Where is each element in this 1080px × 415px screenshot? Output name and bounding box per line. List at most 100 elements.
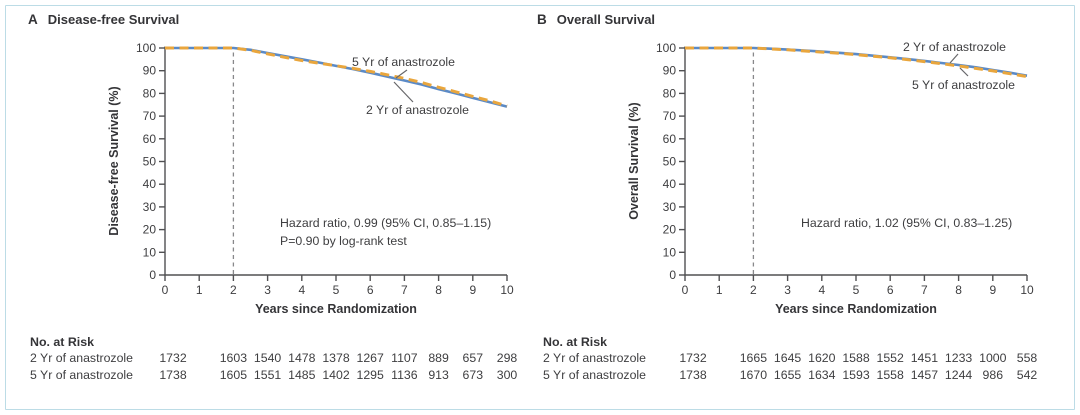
x-tick-label: 7 (921, 283, 928, 297)
x-tick-label: 1 (716, 283, 723, 297)
at-risk-value: 1732 (159, 351, 187, 365)
at-risk-value: 1267 (356, 351, 384, 365)
at-risk-value: 1732 (679, 351, 707, 365)
x-axis-title: Years since Randomization (775, 302, 937, 316)
pvalue-text: P=0.90 by log-rank test (280, 233, 407, 248)
overall-survival-chart: 0 10 20 30 40 50 60 70 80 90 100 0 1 2 3 4 5 6 7 8 9 10 Overal… (627, 40, 1034, 316)
x-tick-label: 6 (367, 283, 374, 297)
at-risk-row-label: 2 Yr of anastrozole (30, 351, 133, 365)
at-risk-row: 2 Yr of anastrozole 1732 1603 1540 1478 1378 1… (0, 351, 540, 366)
y-tick-label: 10 (143, 245, 157, 259)
at-risk-row-label: 5 Yr of anastrozole (543, 367, 646, 382)
stats-annotation: Hazard ratio, 0.99 (95% CI, 0.85–1.15) P… (280, 215, 491, 250)
y-tick-label: 0 (149, 268, 156, 282)
at-risk-value: 542 (1016, 367, 1038, 382)
y-tick-label: 50 (143, 155, 157, 169)
y-tick-label: 10 (663, 245, 677, 259)
at-risk-value: 673 (462, 367, 484, 382)
x-tick-label: 3 (784, 283, 791, 297)
at-risk-value: 1620 (808, 351, 836, 365)
y-tick-label: 100 (136, 41, 156, 55)
panel-overall-survival: B Overall Survival 0 10 20 30 40 50 60 70 80 90 100… (520, 0, 1080, 415)
panel-b-letter: B (537, 12, 547, 27)
curve-label-pointer-line (949, 53, 959, 64)
x-axis-title: Years since Randomization (255, 302, 417, 316)
at-risk-value: 1551 (253, 367, 282, 382)
x-tick-label: 3 (264, 283, 271, 297)
y-tick-label: 80 (663, 86, 677, 100)
at-risk-value: 1605 (219, 367, 248, 382)
x-tick-label: 1 (196, 283, 203, 297)
y-tick-label: 30 (663, 200, 677, 214)
panel-a-title-text: Disease-free Survival (47, 12, 180, 27)
x-tick-label: 9 (989, 283, 996, 297)
y-tick-label: 60 (143, 132, 157, 146)
y-tick-label: 40 (663, 177, 677, 191)
panel-a-letter: A (28, 12, 38, 27)
at-risk-value: 1457 (910, 367, 939, 382)
panel-a-title: A Disease-free Survival (28, 12, 179, 27)
at-risk-value: 300 (496, 367, 518, 382)
x-tick-label: 4 (298, 283, 305, 297)
at-risk-table: No. at Risk 2 Yr of anastrozole 1732 1603 1… (0, 335, 540, 383)
curve-label-pointer-line (393, 81, 414, 103)
x-tick-label: 2 (750, 283, 757, 297)
x-tick-label: 0 (162, 283, 169, 297)
at-risk-value: 1634 (808, 367, 836, 382)
at-risk-value: 298 (496, 351, 518, 365)
at-risk-value: 558 (1016, 351, 1038, 365)
at-risk-value: 1244 (944, 367, 973, 382)
y-tick-label: 70 (143, 109, 157, 123)
at-risk-value: 1645 (773, 351, 802, 365)
at-risk-value: 1655 (773, 367, 802, 382)
at-risk-value: 1233 (944, 351, 973, 365)
y-tick-label: 30 (143, 200, 157, 214)
x-tick-label: 8 (955, 283, 962, 297)
curve-label-pointer-line (959, 67, 969, 77)
at-risk-value: 1378 (322, 351, 350, 365)
at-risk-row-label: 5 Yr of anastrozole (30, 367, 133, 382)
x-tick-label: 7 (401, 283, 408, 297)
at-risk-value: 1593 (842, 367, 870, 382)
curve-label: 2 Yr of anastrozole (366, 103, 469, 117)
at-risk-value: 657 (462, 351, 484, 365)
hazard-ratio-text: Hazard ratio, 1.02 (95% CI, 0.83–1.25) (801, 216, 1013, 230)
at-risk-value: 1738 (159, 367, 187, 382)
y-tick-label: 60 (663, 132, 677, 146)
x-tick-label: 5 (333, 283, 340, 297)
y-tick-label: 70 (663, 109, 677, 123)
at-risk-value: 913 (428, 367, 449, 382)
at-risk-value: 1451 (910, 351, 939, 365)
at-risk-value: 986 (982, 367, 1004, 382)
y-axis-title: Overall Survival (%) (627, 102, 641, 219)
y-tick-label: 0 (669, 268, 676, 282)
curve-label: 2 Yr of anastrozole (903, 40, 1006, 54)
at-risk-value: 1738 (679, 367, 707, 382)
at-risk-row: 5 Yr of anastrozole 1738 1605 1551 1485 1402 1… (0, 368, 540, 383)
at-risk-header: No. at Risk (30, 335, 95, 349)
x-tick-label: 5 (853, 283, 860, 297)
x-tick-label: 6 (887, 283, 894, 297)
at-risk-row: 2 Yr of anastrozole 1732 1665 1645 1620 1588 1… (520, 351, 1080, 366)
survival-curve-5yr (685, 46, 1028, 79)
disease-free-survival-chart: 0 10 20 30 40 50 60 70 80 90 100 0 1 2 3 4 5 6 7 8 9 10 Diseas… (107, 41, 514, 316)
y-tick-label: 20 (663, 223, 677, 237)
y-tick-label: 40 (143, 177, 157, 191)
x-tick-label: 9 (469, 283, 476, 297)
at-risk-value: 1402 (322, 367, 350, 382)
at-risk-table: No. at Risk 2 Yr of anastrozole 1732 1665 1… (520, 0, 1080, 415)
y-tick-label: 20 (143, 223, 157, 237)
curve-label: 5 Yr of anastrozole (912, 78, 1015, 92)
at-risk-value: 1478 (288, 351, 316, 365)
at-risk-value: 1552 (876, 351, 904, 365)
at-risk-value: 889 (428, 351, 449, 365)
at-risk-row-label: 2 Yr of anastrozole (543, 351, 646, 365)
x-tick-label: 2 (230, 283, 237, 297)
survival-curve-2yr (165, 46, 508, 108)
at-risk-value: 1603 (219, 351, 248, 365)
at-risk-value: 1558 (876, 367, 904, 382)
at-risk-header: No. at Risk (543, 335, 608, 349)
panel-disease-free-survival: A Disease-free Survival 0 10 20 30 40 50 60 70 80… (0, 12, 540, 383)
at-risk-value: 1588 (842, 351, 870, 365)
